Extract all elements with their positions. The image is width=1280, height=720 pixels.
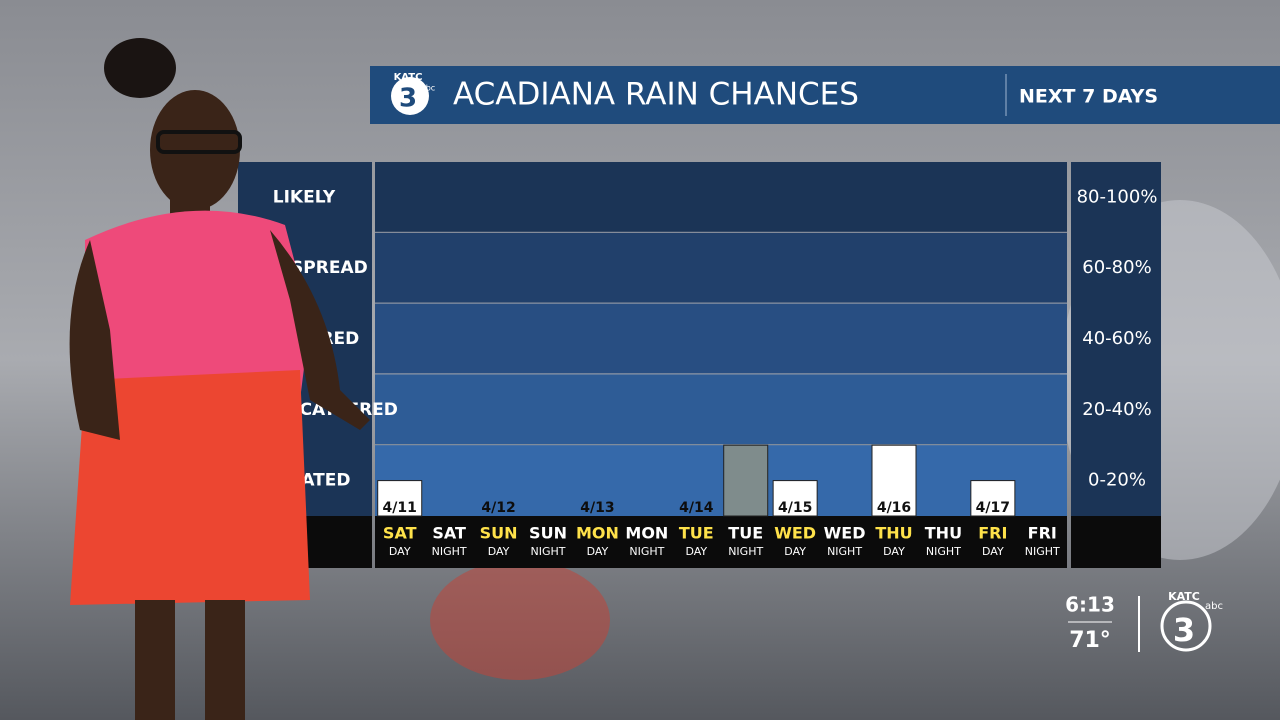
date-label: 4/12 <box>481 500 515 516</box>
bar <box>772 480 818 517</box>
bar <box>871 444 917 517</box>
x-tick-sublabel: DAY <box>389 545 411 558</box>
x-tick-label: SAT <box>432 524 466 543</box>
overlay-logo-badge <box>1160 600 1212 652</box>
logo-channel: 3 <box>399 84 417 114</box>
x-tick-sublabel: DAY <box>587 545 609 558</box>
logo-badge <box>391 77 429 115</box>
date-label: 4/17 <box>976 500 1010 516</box>
band <box>375 374 1067 445</box>
date-label: 4/14 <box>679 500 714 516</box>
x-tick-label: SUN <box>529 524 567 543</box>
x-tick-label: TUE <box>679 524 714 543</box>
overlay-logo-network: abc <box>1205 601 1223 612</box>
x-tick-sublabel: NIGHT <box>432 545 467 558</box>
x-tick-sublabel: DAY <box>685 545 707 558</box>
x-tick-label: SAT <box>383 524 417 543</box>
x-tick-sublabel: NIGHT <box>926 545 961 558</box>
band <box>375 232 1067 303</box>
x-tick-sublabel: DAY <box>883 545 905 558</box>
x-tick-label: TUE <box>728 524 763 543</box>
x-tick-sublabel: DAY <box>784 545 806 558</box>
bar <box>970 480 1016 517</box>
overlay-logo-channel: 3 <box>1173 611 1195 649</box>
date-label: 4/16 <box>877 500 911 516</box>
overlay-temperature: 71° <box>1069 628 1111 653</box>
x-tick-label: THU <box>925 524 962 543</box>
right-panel <box>1071 162 1161 568</box>
band-range-label: 60-80% <box>1082 257 1151 278</box>
x-tick-sublabel: NIGHT <box>827 545 862 558</box>
band <box>375 445 1067 516</box>
chart: 0-20% 20-40% 40-60% 60-80% 80-100% 4/11 SAT DAY… <box>375 162 1157 558</box>
band-range-label: 20-40% <box>1082 399 1151 420</box>
x-tick-label: FRI <box>978 524 1007 543</box>
x-tick-label: THU <box>875 524 912 543</box>
overlay-logo-text: KATC <box>1168 590 1200 603</box>
x-tick-label: MON <box>576 524 619 543</box>
right-strip <box>1071 516 1161 568</box>
band-range-label: 0-20% <box>1088 470 1146 491</box>
date-label: 4/11 <box>383 500 417 516</box>
date-label: 4/15 <box>778 500 812 516</box>
logo-text: KATC <box>394 72 423 83</box>
x-tick-sublabel: DAY <box>488 545 510 558</box>
band-range-label: 40-60% <box>1082 328 1151 349</box>
background-light <box>430 560 610 680</box>
x-tick-label: WED <box>774 524 816 543</box>
x-tick-sublabel: NIGHT <box>629 545 664 558</box>
x-tick-sublabel: NIGHT <box>1025 545 1060 558</box>
x-tick-label: SUN <box>480 524 518 543</box>
header-bar <box>370 66 1280 124</box>
band-range-label: 80-100% <box>1077 186 1158 207</box>
x-tick-label: WED <box>824 524 866 543</box>
presenter <box>69 38 370 720</box>
x-tick-label: FRI <box>1028 524 1057 543</box>
x-tick-sublabel: NIGHT <box>531 545 566 558</box>
overlay-time: 6:13 <box>1065 593 1115 617</box>
bar <box>377 480 423 517</box>
x-tick-sublabel: DAY <box>982 545 1004 558</box>
header-title: ACADIANA RAIN CHANCES <box>453 77 859 113</box>
category-strip <box>375 516 1067 568</box>
date-label: 4/13 <box>580 500 614 516</box>
x-tick-label: MON <box>625 524 668 543</box>
header-subtitle: NEXT 7 DAYS <box>1019 86 1158 108</box>
band <box>375 162 1067 232</box>
band-name-label: LIKELY <box>273 187 336 207</box>
logo-network: abc <box>421 84 435 93</box>
band <box>375 303 1067 374</box>
x-tick-sublabel: NIGHT <box>728 545 763 558</box>
bar <box>723 444 769 517</box>
